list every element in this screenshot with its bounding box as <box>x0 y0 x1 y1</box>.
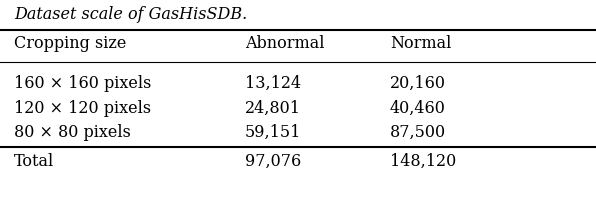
Text: 87,500: 87,500 <box>390 124 446 141</box>
Text: 20,160: 20,160 <box>390 75 446 92</box>
Text: 40,460: 40,460 <box>390 100 446 117</box>
Text: Dataset scale of GasHisSDB.: Dataset scale of GasHisSDB. <box>14 6 247 23</box>
Text: Cropping size: Cropping size <box>14 35 126 52</box>
Text: 148,120: 148,120 <box>390 153 457 170</box>
Text: Abnormal: Abnormal <box>245 35 324 52</box>
Text: 59,151: 59,151 <box>245 124 302 141</box>
Text: 80 × 80 pixels: 80 × 80 pixels <box>14 124 131 141</box>
Text: 120 × 120 pixels: 120 × 120 pixels <box>14 100 151 117</box>
Text: Total: Total <box>14 153 54 170</box>
Text: 24,801: 24,801 <box>245 100 301 117</box>
Text: 160 × 160 pixels: 160 × 160 pixels <box>14 75 151 92</box>
Text: 13,124: 13,124 <box>245 75 301 92</box>
Text: 97,076: 97,076 <box>245 153 301 170</box>
Text: Normal: Normal <box>390 35 451 52</box>
